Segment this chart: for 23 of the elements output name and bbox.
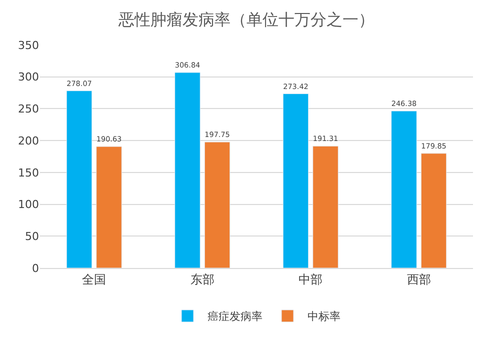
bar xyxy=(174,72,200,268)
y-tick-label: 150 xyxy=(18,166,39,180)
bar xyxy=(66,90,92,268)
x-tick-label: 全国 xyxy=(82,272,106,286)
bar xyxy=(204,142,230,268)
x-tick-label: 中部 xyxy=(298,272,323,286)
y-tick-label: 50 xyxy=(25,230,39,243)
legend-label: 癌症发病率 xyxy=(208,310,262,324)
y-tick-label: 250 xyxy=(18,102,39,116)
bar xyxy=(312,146,338,268)
y-tick-label: 100 xyxy=(18,198,39,212)
x-tick-label: 西部 xyxy=(406,272,431,286)
bar xyxy=(96,146,122,268)
x-tick-label: 东部 xyxy=(190,272,214,286)
y-tick-label: 0 xyxy=(32,262,39,275)
chart-title: 恶性肿瘤发病率（单位十万分之一） xyxy=(118,10,374,29)
y-tick-label: 350 xyxy=(18,38,39,52)
bar xyxy=(391,110,417,268)
y-tick-label: 300 xyxy=(18,70,39,84)
legend-label: 中标率 xyxy=(308,310,340,324)
bar xyxy=(420,153,447,268)
y-tick-label: 200 xyxy=(18,134,39,148)
bar xyxy=(282,94,309,268)
